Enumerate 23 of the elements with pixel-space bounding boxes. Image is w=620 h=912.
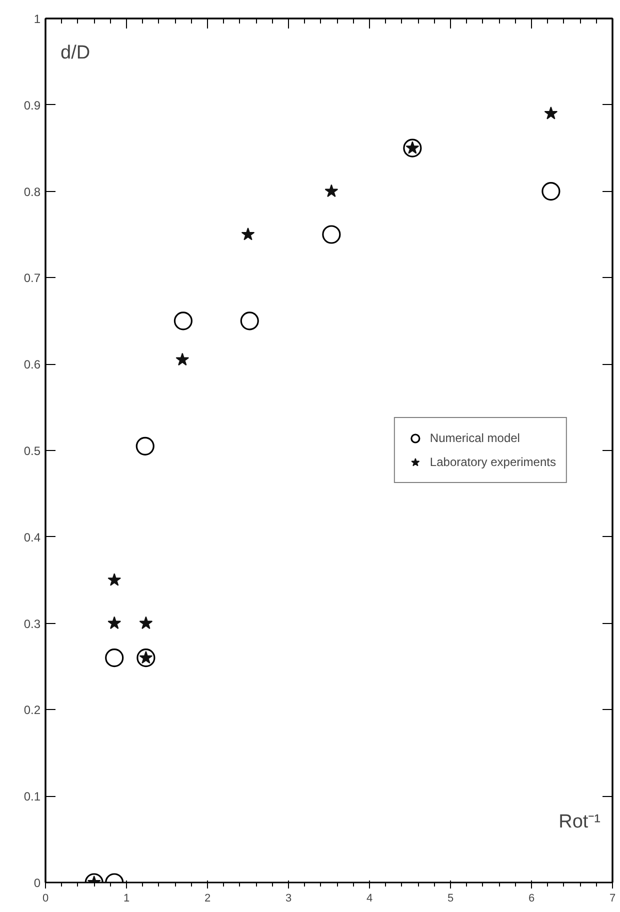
x-tick-label: 4 xyxy=(366,892,373,904)
x-tick-label: 2 xyxy=(204,892,211,904)
y-tick-label: 0.7 xyxy=(24,271,41,286)
x-tick-label: 6 xyxy=(528,892,535,904)
x-tick-label: 5 xyxy=(447,892,454,904)
y-tick-label: 0.1 xyxy=(24,790,41,804)
x-tick-label: 0 xyxy=(42,892,49,904)
y-axis-title: d/D xyxy=(60,42,90,64)
y-tick-label: 0.4 xyxy=(24,530,41,544)
y-tick-label: 0.6 xyxy=(24,358,41,372)
y-tick-label: 0 xyxy=(34,876,41,890)
legend-label: Laboratory experiments xyxy=(430,455,556,469)
x-axis-title: Rot⁻¹ xyxy=(558,812,601,832)
y-tick-label: 0.9 xyxy=(24,98,41,112)
y-tick-label: 0.3 xyxy=(24,616,41,631)
x-tick-label: 7 xyxy=(609,892,616,904)
y-tick-label: 0.8 xyxy=(24,184,41,199)
x-tick-label: 3 xyxy=(285,892,292,904)
y-tick-label: 1 xyxy=(34,12,41,26)
y-tick-label: 0.2 xyxy=(24,703,41,718)
x-tick-label: 1 xyxy=(123,892,130,904)
legend-label: Numerical model xyxy=(430,431,520,445)
y-tick-label: 0.5 xyxy=(24,444,41,458)
